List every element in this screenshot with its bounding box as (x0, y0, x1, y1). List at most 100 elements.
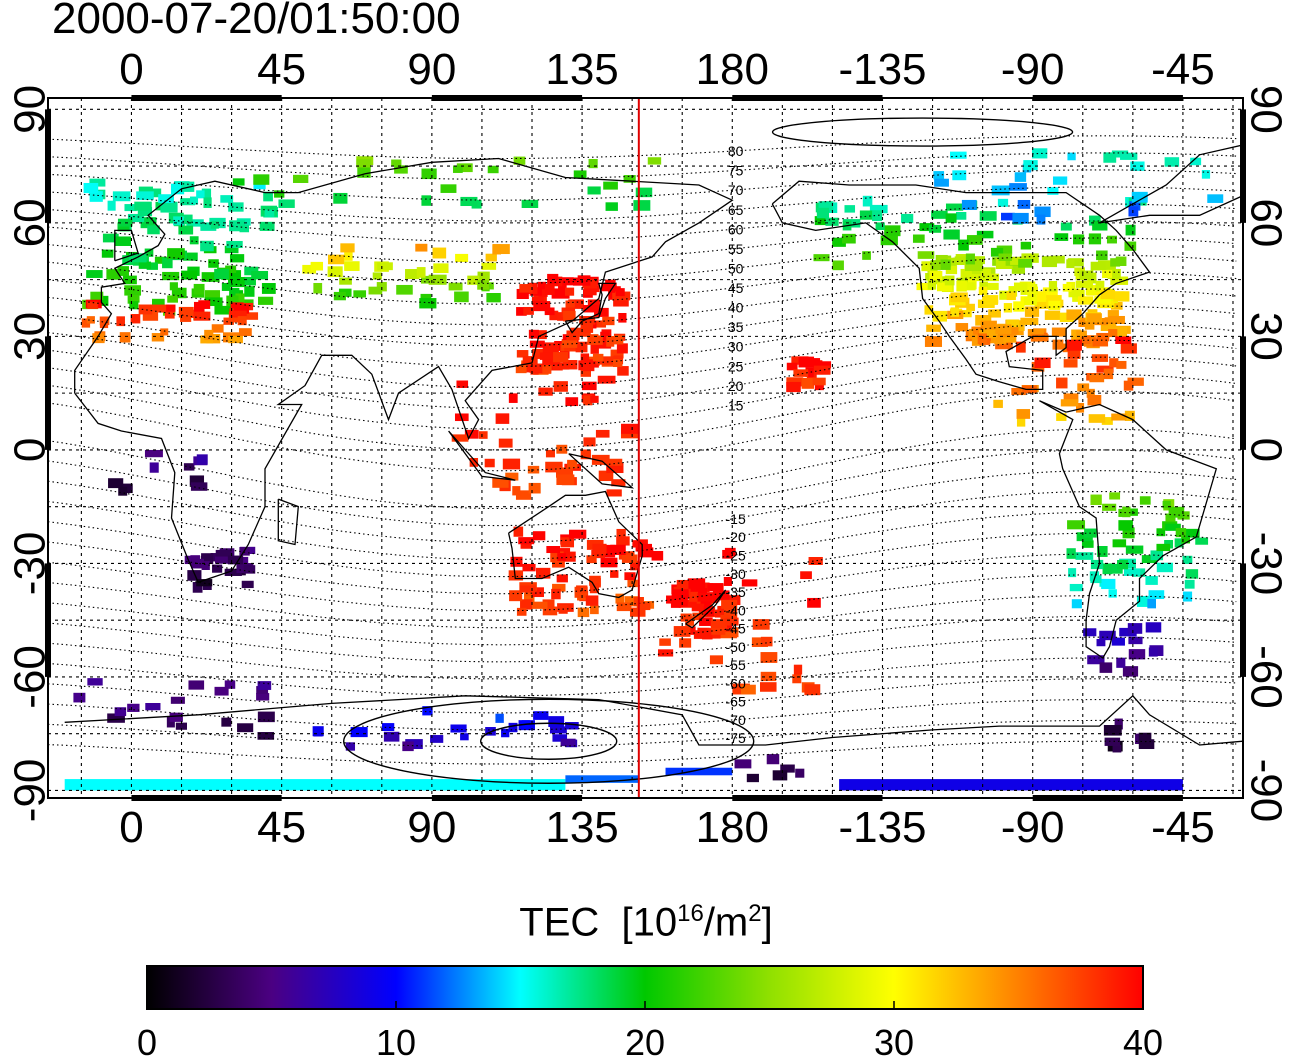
tec-cell (884, 225, 901, 237)
tec-cell (548, 716, 565, 727)
tec-cell (1182, 591, 1193, 602)
tec-cell (1036, 214, 1046, 225)
contour-label: 30 (728, 339, 744, 355)
pole-contour (342, 698, 755, 784)
tec-cell (432, 247, 447, 259)
tec-cell (592, 543, 607, 555)
tec-cell (1124, 508, 1138, 516)
tec-cell (528, 482, 541, 494)
frame-bar (45, 336, 51, 450)
tec-cell (575, 341, 588, 353)
tec-cell (1116, 657, 1126, 668)
tec-cell (760, 636, 773, 647)
tec-cell (961, 199, 977, 211)
tec-cell (214, 686, 229, 696)
coastline (277, 498, 299, 546)
tec-cell (629, 607, 646, 617)
tec-cell (613, 359, 623, 368)
tec-cell (204, 297, 223, 307)
tec-cell (1081, 540, 1094, 548)
colorbar-unit-mid: /m (703, 900, 749, 945)
contour-label: -25 (726, 547, 746, 563)
tec-cell (1016, 416, 1026, 427)
tec-cell (520, 599, 533, 610)
tec-cell (966, 303, 975, 312)
tec-cell (1034, 357, 1051, 369)
tec-cell (1075, 402, 1085, 413)
tec-cell (238, 328, 252, 337)
tec-cell (513, 526, 524, 537)
contour-label: -50 (726, 639, 746, 655)
tec-cell (171, 287, 187, 299)
tec-cell (568, 529, 587, 539)
tec-cell (228, 202, 244, 212)
tec-cell (721, 599, 738, 609)
tec-cell (1020, 317, 1039, 325)
tec-cell (1079, 270, 1094, 280)
tec-cell (1124, 410, 1135, 421)
tec-cell (793, 369, 809, 377)
contour-label: 15 (728, 397, 744, 413)
tec-cell (613, 334, 624, 345)
timestamp-title: 2000-07-20/01:50:00 (52, 0, 461, 43)
tec-cell (522, 563, 536, 572)
tec-cell (553, 381, 568, 392)
contour-line (48, 636, 1237, 680)
tec-cell (1084, 321, 1095, 330)
tec-cell (486, 293, 501, 303)
tec-cell (124, 204, 137, 212)
tec-cell (594, 307, 609, 317)
frame-bar (732, 95, 883, 101)
contour-label: 20 (728, 378, 744, 394)
tec-cell (1019, 281, 1036, 289)
tec-cell (1104, 737, 1121, 746)
tec-cell (312, 726, 324, 737)
tec-cell (340, 243, 355, 253)
tec-cell (292, 174, 309, 183)
tec-cell (1063, 393, 1079, 402)
tec-cell (495, 413, 510, 424)
tec-cell (107, 713, 125, 723)
tec-cell (1139, 496, 1151, 505)
tec-cell (154, 256, 168, 264)
tec-cell (108, 478, 124, 489)
tec-cell (430, 735, 444, 743)
tec-cell (509, 590, 523, 602)
tec-cell (766, 754, 780, 765)
tec-cell (1184, 579, 1195, 589)
tec-cell (245, 312, 259, 320)
tec-cell (687, 578, 706, 589)
tec-cell (456, 163, 473, 173)
tec-cell (862, 195, 873, 207)
tec-cell (616, 602, 632, 612)
tec-cell (136, 191, 154, 200)
tec-cell (189, 236, 199, 245)
tec-cell (544, 307, 555, 316)
tec-cell (556, 444, 568, 454)
contour-label: 55 (728, 241, 744, 257)
tec-cell (1156, 543, 1171, 552)
lon-tick-label-top: 180 (696, 45, 769, 94)
tec-cell (1125, 545, 1144, 554)
tec-cell (793, 664, 803, 675)
tec-cell (464, 429, 479, 439)
tec-cell (1003, 303, 1013, 313)
tec-cell (192, 582, 203, 593)
tec-cell (546, 546, 561, 554)
tec-cell (975, 315, 992, 326)
tec-cell (1150, 550, 1164, 561)
tec-cell (481, 262, 497, 270)
tec-cell (549, 310, 559, 321)
lat-tick-label-right: -60 (1242, 645, 1291, 709)
tec-cell (523, 306, 534, 315)
tec-cell (134, 201, 152, 211)
contour-label: -30 (726, 566, 746, 582)
tec-cell (924, 305, 934, 315)
tec-cell (1162, 500, 1171, 509)
tec-cell (448, 282, 463, 291)
tec-cell (1181, 533, 1191, 544)
tec-cell (723, 608, 738, 619)
tec-cell (1101, 417, 1113, 425)
tec-cell (345, 742, 356, 751)
tec-cell (759, 682, 777, 692)
